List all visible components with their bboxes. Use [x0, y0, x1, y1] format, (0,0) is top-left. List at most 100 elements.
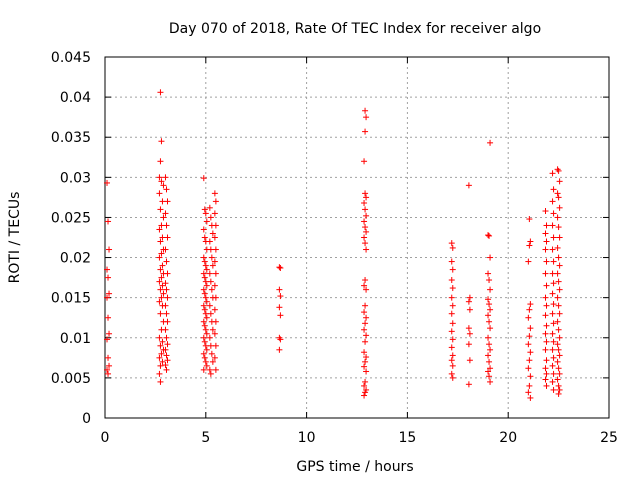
data-point — [525, 258, 532, 265]
data-point — [361, 218, 368, 225]
x-tick-label: 20 — [499, 430, 517, 446]
y-tick-label: 0.02 — [60, 251, 91, 267]
data-point — [104, 336, 111, 343]
data-point — [526, 382, 533, 389]
x-tick-label: 10 — [298, 430, 316, 446]
data-point — [363, 354, 370, 361]
y-tick-label: 0.03 — [60, 170, 91, 186]
data-point — [208, 350, 215, 357]
data-point — [449, 320, 456, 327]
data-point — [158, 178, 165, 185]
y-tick-label: 0.035 — [51, 130, 91, 146]
data-point — [206, 238, 213, 245]
data-point — [361, 158, 368, 165]
data-point — [543, 382, 550, 389]
data-point — [550, 320, 557, 327]
data-point — [556, 178, 563, 185]
data-point — [465, 381, 472, 388]
data-point — [487, 365, 494, 372]
data-point — [202, 326, 209, 333]
data-point — [200, 318, 207, 325]
data-point — [542, 376, 549, 383]
data-point — [363, 114, 370, 121]
data-point — [156, 226, 163, 233]
data-point — [449, 336, 456, 343]
data-point — [163, 352, 170, 359]
data-point — [201, 338, 208, 345]
x-tick-label: 5 — [201, 430, 210, 446]
data-point — [554, 358, 561, 365]
data-point — [549, 310, 556, 317]
data-point — [549, 346, 556, 353]
data-point — [209, 262, 216, 269]
data-point — [549, 330, 556, 337]
y-tick-label: 0.005 — [51, 371, 91, 387]
data-point — [202, 210, 209, 217]
data-point — [206, 270, 213, 277]
data-point — [212, 366, 219, 373]
data-point — [202, 358, 209, 365]
data-point — [200, 254, 207, 261]
data-point — [448, 328, 455, 335]
data-point — [487, 254, 494, 261]
data-point — [549, 270, 556, 277]
data-point — [211, 282, 218, 289]
data-point — [362, 224, 369, 231]
data-point — [555, 365, 562, 372]
data-point — [157, 266, 164, 273]
data-point — [211, 258, 218, 265]
data-point — [162, 346, 169, 353]
data-point — [362, 302, 369, 309]
data-point — [549, 378, 556, 385]
data-point — [162, 326, 169, 333]
data-point — [527, 301, 534, 308]
data-point — [162, 302, 169, 309]
data-point — [157, 310, 164, 317]
data-point — [363, 314, 370, 321]
data-point — [550, 354, 557, 361]
data-point — [362, 107, 369, 114]
data-point — [542, 365, 549, 372]
data-point — [162, 210, 169, 217]
data-point — [543, 322, 550, 329]
data-point — [156, 354, 163, 361]
data-point — [200, 175, 207, 182]
data-point — [104, 294, 111, 301]
data-point — [549, 198, 556, 205]
data-point — [362, 277, 369, 284]
data-point — [465, 298, 472, 305]
data-point — [207, 246, 214, 253]
data-point — [156, 298, 163, 305]
data-point — [206, 204, 213, 211]
data-point — [554, 376, 561, 383]
data-point — [554, 270, 561, 277]
data-point — [448, 294, 455, 301]
data-point — [543, 302, 550, 309]
data-point — [362, 128, 369, 135]
data-point — [363, 228, 370, 235]
data-point — [361, 363, 368, 370]
data-point — [164, 357, 171, 364]
data-point — [526, 242, 533, 249]
data-point — [362, 240, 369, 247]
data-point — [485, 270, 492, 277]
data-point — [543, 357, 550, 364]
data-point — [206, 302, 213, 309]
data-point — [527, 349, 534, 356]
data-point — [105, 370, 112, 377]
data-point — [159, 282, 166, 289]
data-point — [203, 330, 210, 337]
data-point — [157, 378, 164, 385]
data-point — [158, 350, 165, 357]
data-point — [527, 373, 534, 380]
data-point — [156, 334, 163, 341]
data-point — [163, 258, 170, 265]
data-point — [556, 286, 563, 293]
data-point — [203, 282, 210, 289]
data-point — [201, 206, 208, 213]
y-tick-label: 0.025 — [51, 210, 91, 226]
data-point — [211, 306, 218, 313]
data-point — [466, 306, 473, 313]
data-point — [212, 198, 219, 205]
data-point — [526, 306, 533, 313]
